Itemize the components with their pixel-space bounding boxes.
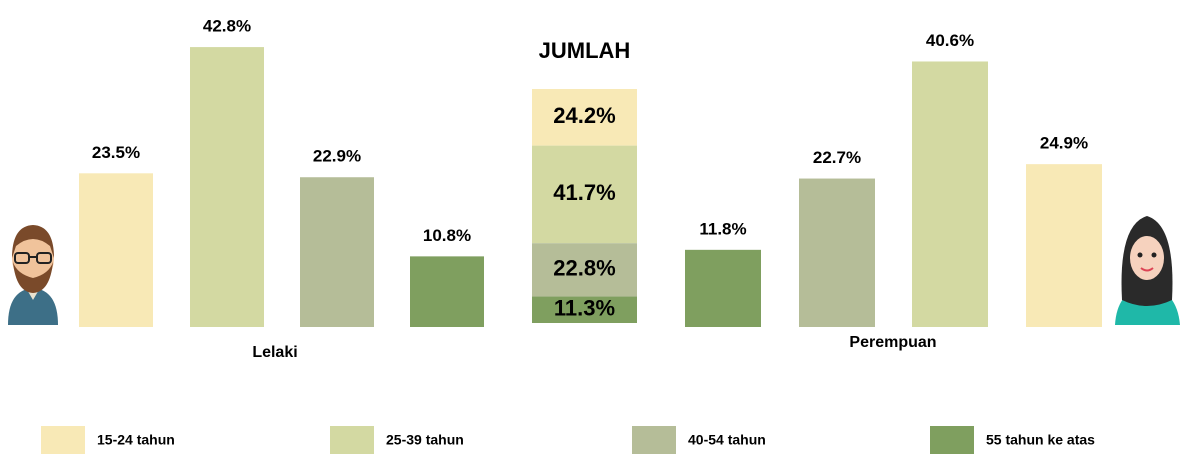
bar bbox=[410, 256, 484, 327]
segment-label: 24.2% bbox=[553, 103, 615, 128]
value-label: 22.7% bbox=[813, 148, 861, 167]
legend-label: 40-54 tahun bbox=[688, 432, 766, 448]
bar bbox=[190, 47, 264, 327]
segment-label: 22.8% bbox=[553, 256, 615, 281]
stack-segment bbox=[532, 243, 637, 297]
bar bbox=[799, 178, 875, 327]
value-label: 40.6% bbox=[926, 31, 974, 50]
legend-swatch bbox=[930, 426, 974, 454]
legend-swatch bbox=[41, 426, 85, 454]
segment-label: 11.3% bbox=[554, 296, 615, 321]
legend-label: 15-24 tahun bbox=[97, 432, 175, 448]
bar bbox=[1026, 164, 1102, 327]
value-label: 22.9% bbox=[313, 147, 361, 166]
stack-segment bbox=[532, 145, 637, 244]
bar bbox=[912, 61, 988, 327]
man-icon bbox=[8, 225, 58, 325]
legend-label: 55 tahun ke atas bbox=[986, 432, 1095, 448]
group-label: Lelaki bbox=[252, 344, 297, 361]
legend-swatch bbox=[330, 426, 374, 454]
bar bbox=[79, 173, 153, 327]
value-label: 42.8% bbox=[203, 17, 251, 36]
value-label: 23.5% bbox=[92, 143, 140, 162]
legend-swatch bbox=[632, 426, 676, 454]
legend-label: 25-39 tahun bbox=[386, 432, 464, 448]
value-label: 11.8% bbox=[699, 219, 746, 238]
stack-segment bbox=[532, 89, 637, 146]
group-label: Perempuan bbox=[849, 334, 936, 351]
bar bbox=[300, 177, 374, 327]
stack-segment bbox=[532, 296, 637, 323]
value-label: 10.8% bbox=[423, 226, 471, 245]
bar bbox=[685, 249, 761, 327]
segment-label: 41.7% bbox=[553, 180, 615, 205]
woman-icon bbox=[1115, 216, 1180, 325]
value-label: 24.9% bbox=[1040, 134, 1088, 153]
stack-title: JUMLAH bbox=[539, 38, 631, 63]
